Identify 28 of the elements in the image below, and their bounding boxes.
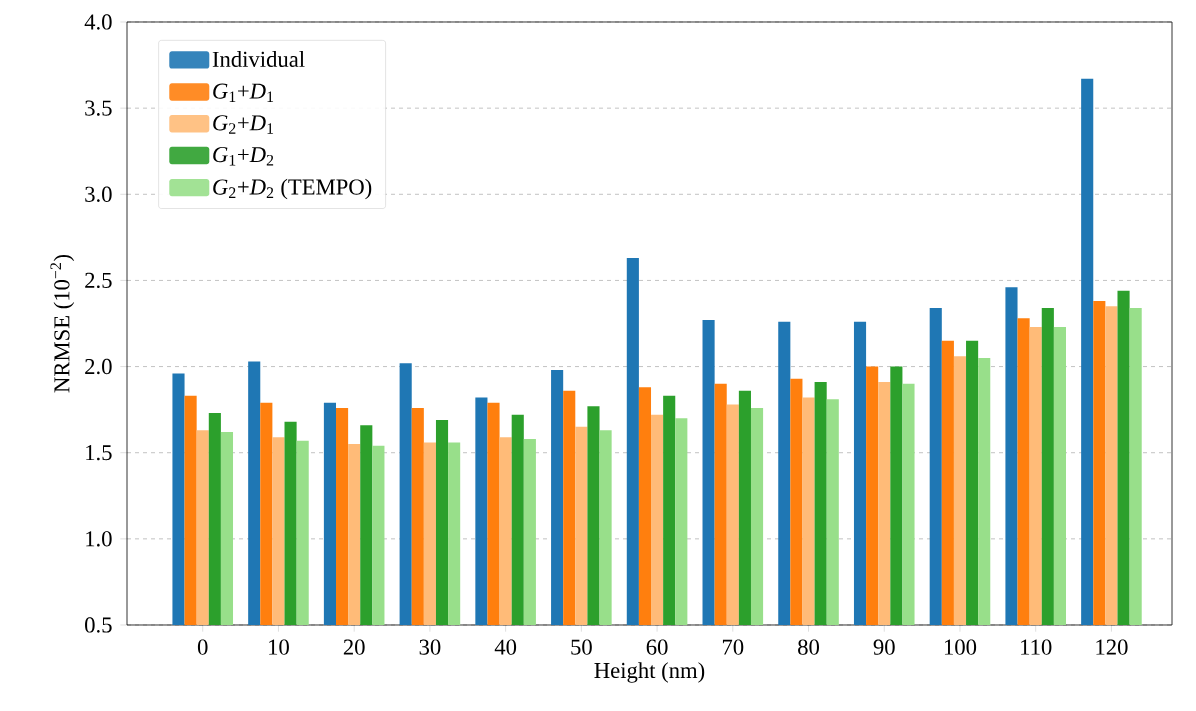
y-tick-label: 2.5 bbox=[85, 272, 112, 289]
y-tick-label: 4.0 bbox=[84, 14, 112, 30]
y-tick-label: 1.0 bbox=[86, 531, 112, 547]
legend-label: Individual bbox=[212, 51, 305, 67]
y-tick-label: 0.5 bbox=[85, 617, 112, 633]
x-tick-label: 0 bbox=[197, 639, 208, 655]
y-axis-title: NRMSE (10$^{−2}$) bbox=[50, 254, 75, 393]
legend-label: G$_{2}$+D$_{1}$ bbox=[213, 115, 274, 134]
legend-label: G$_{1}$+D$_{1}$ bbox=[213, 83, 274, 102]
x-tick-label: 110 bbox=[1021, 639, 1052, 655]
legend-label: G$_{1}$+D$_{2}$ bbox=[213, 146, 274, 166]
x-tick-label: 50 bbox=[571, 639, 592, 655]
y-tick-label: 3.0 bbox=[85, 186, 112, 202]
x-tick-label: 10 bbox=[269, 639, 289, 655]
y-tick-label: 3.5 bbox=[85, 100, 112, 116]
legend-label: G$_{2}$+D$_{2}$ (TEMPO) bbox=[213, 178, 372, 200]
y-tick-label: 1.5 bbox=[86, 445, 112, 461]
x-tick-label: 90 bbox=[873, 639, 895, 655]
y-tick-label: 2.0 bbox=[85, 358, 112, 375]
x-tick-label: 70 bbox=[722, 639, 744, 655]
x-tick-label: 30 bbox=[419, 639, 441, 655]
x-axis-title: Height (nm) bbox=[594, 662, 705, 683]
x-tick-label: 40 bbox=[494, 639, 517, 655]
x-tick-label: 120 bbox=[1096, 639, 1128, 655]
x-tick-label: 100 bbox=[944, 639, 977, 655]
x-tick-label: 60 bbox=[646, 639, 668, 655]
x-tick-label: 80 bbox=[798, 639, 820, 655]
x-tick-label: 20 bbox=[343, 639, 365, 655]
